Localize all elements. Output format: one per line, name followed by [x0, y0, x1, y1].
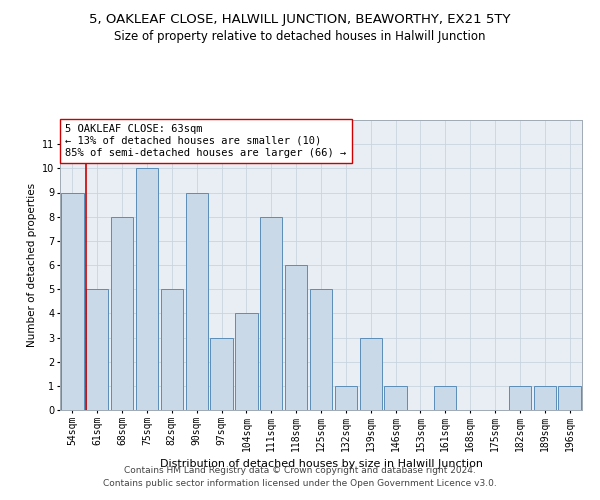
Bar	[260, 216, 283, 410]
Bar	[161, 289, 183, 410]
Text: 5 OAKLEAF CLOSE: 63sqm
← 13% of detached houses are smaller (10)
85% of semi-det: 5 OAKLEAF CLOSE: 63sqm ← 13% of detached…	[65, 124, 346, 158]
Text: Contains HM Land Registry data © Crown copyright and database right 2024.
Contai: Contains HM Land Registry data © Crown c…	[103, 466, 497, 487]
Bar	[61, 192, 83, 410]
Bar	[185, 192, 208, 410]
Bar	[385, 386, 407, 410]
Bar	[434, 386, 457, 410]
Bar	[111, 216, 133, 410]
Bar	[136, 168, 158, 410]
Bar	[310, 289, 332, 410]
Bar	[335, 386, 357, 410]
Text: 5, OAKLEAF CLOSE, HALWILL JUNCTION, BEAWORTHY, EX21 5TY: 5, OAKLEAF CLOSE, HALWILL JUNCTION, BEAW…	[89, 12, 511, 26]
Bar	[235, 314, 257, 410]
Bar	[86, 289, 109, 410]
Text: Size of property relative to detached houses in Halwill Junction: Size of property relative to detached ho…	[114, 30, 486, 43]
Bar	[559, 386, 581, 410]
Bar	[285, 265, 307, 410]
Bar	[509, 386, 531, 410]
Bar	[359, 338, 382, 410]
Y-axis label: Number of detached properties: Number of detached properties	[26, 183, 37, 347]
Bar	[211, 338, 233, 410]
Bar	[533, 386, 556, 410]
X-axis label: Distribution of detached houses by size in Halwill Junction: Distribution of detached houses by size …	[160, 459, 482, 469]
